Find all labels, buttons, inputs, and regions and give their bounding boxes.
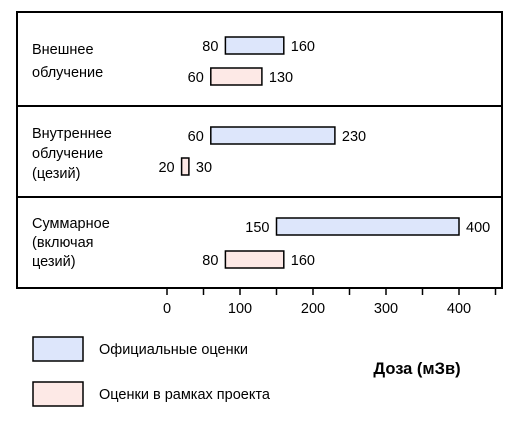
range-bar	[210, 67, 263, 86]
range-high-label: 160	[291, 39, 315, 55]
range-low-label: 20	[158, 160, 174, 176]
x-tick-label: 300	[374, 301, 398, 317]
legend-swatch	[32, 381, 84, 407]
legend-label: Оценки в рамках проекта	[99, 387, 271, 403]
group-labels: Внешнее облучение Внутреннее облучение (цези…	[32, 42, 112, 270]
range-bar	[224, 36, 285, 55]
legend-label: Официальные оценки	[99, 342, 248, 358]
plot-frame	[16, 11, 503, 289]
x-tick-label: 200	[301, 301, 325, 317]
group-label-line: облучение	[32, 146, 103, 162]
plot-border	[16, 11, 503, 289]
range-bars: 80 160 60 130 60 230 20 30 150 400 80 160	[158, 36, 490, 269]
x-tick-label: 100	[228, 301, 252, 317]
x-axis-label: Доза (мЗв)	[373, 360, 460, 378]
range-high-label: 30	[196, 160, 212, 176]
range-low-label: 60	[188, 129, 204, 145]
group-label-line: (включая	[32, 235, 94, 251]
group-label-line: облучение	[32, 65, 103, 81]
legend-swatch	[32, 336, 84, 362]
x-tick-label: 0	[163, 301, 171, 317]
range-bar	[180, 157, 190, 176]
group-label-line: Суммарное	[32, 216, 110, 232]
range-low-label: 60	[188, 70, 204, 86]
group-label-line: Внешнее	[32, 42, 94, 58]
x-axis: 0 100 200 300 400	[163, 288, 497, 317]
range-low-label: 80	[202, 39, 218, 55]
range-high-label: 400	[466, 220, 490, 236]
range-bar	[224, 250, 285, 269]
range-high-label: 130	[269, 70, 293, 86]
range-bar	[210, 126, 336, 145]
group-label-line: Внутреннее	[32, 126, 112, 142]
range-low-label: 80	[202, 253, 218, 269]
group-label-line: цезий)	[32, 254, 76, 270]
range-bar	[275, 217, 460, 236]
range-high-label: 160	[291, 253, 315, 269]
range-low-label: 150	[245, 220, 269, 236]
legend: Официальные оценки Оценки в рамках проект…	[32, 336, 271, 407]
range-high-label: 230	[342, 129, 366, 145]
x-tick-label: 400	[447, 301, 471, 317]
group-label-line: (цезий)	[32, 166, 80, 182]
